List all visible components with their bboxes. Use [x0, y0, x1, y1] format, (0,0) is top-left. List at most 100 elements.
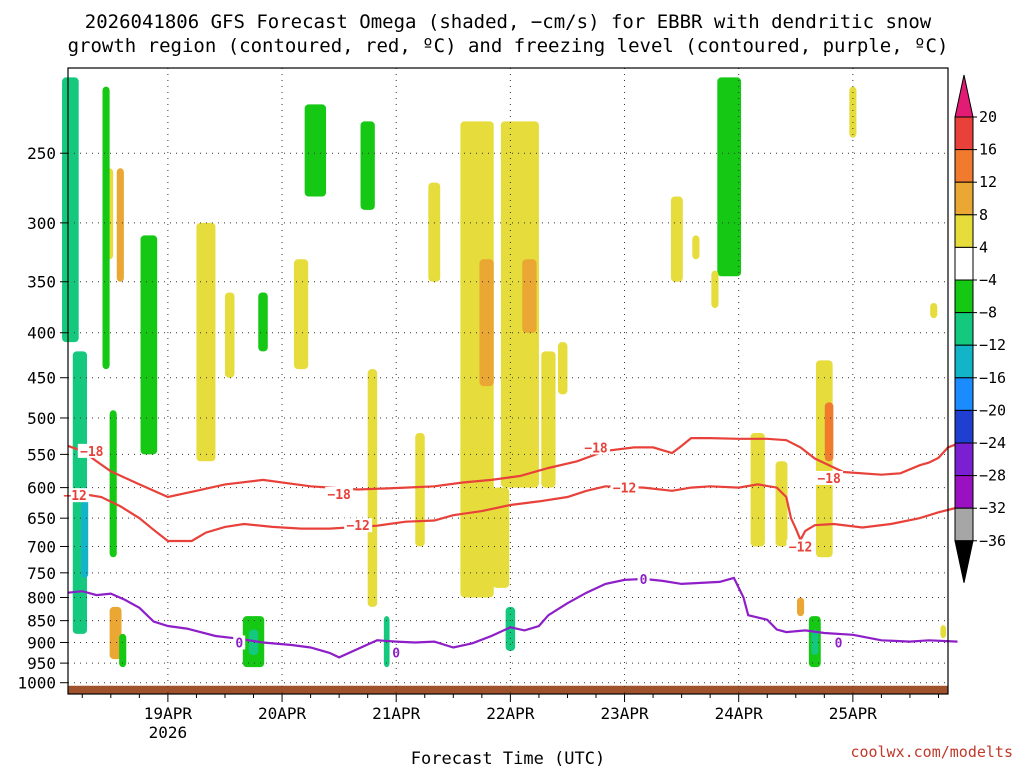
omega-region — [930, 302, 938, 319]
credit-text: coolwx.com/modelts — [850, 743, 1013, 761]
omega-region — [717, 77, 742, 277]
contour-label: −18 — [80, 445, 104, 460]
omega-region — [670, 196, 683, 282]
colorbar-swatch — [954, 344, 974, 379]
colorbar-label: 4 — [979, 238, 988, 256]
contour-label: −18 — [327, 488, 351, 503]
omega-region — [293, 259, 309, 370]
omega-region — [541, 351, 556, 488]
y-tick-label: 1000 — [17, 674, 56, 693]
contour-label: −12 — [789, 540, 812, 555]
omega-region — [116, 168, 124, 282]
colorbar-label: −4 — [979, 271, 997, 289]
colorbar-label: 8 — [979, 206, 988, 224]
y-tick-label: 300 — [27, 214, 56, 233]
y-tick-label: 850 — [27, 612, 56, 631]
colorbar-label: −32 — [979, 499, 1006, 517]
omega-region — [711, 270, 719, 309]
dendritic-contour-12 — [67, 483, 958, 543]
x-tick-label: 22APR — [486, 704, 535, 723]
colorbar: 20 16 12 8 4 −4 −8 −12 −16 −20 −24 −28 −32 −36 — [954, 74, 1006, 583]
omega-region — [224, 292, 235, 378]
omega-region — [811, 629, 819, 655]
omega-region — [522, 259, 537, 333]
y-tick-label: 600 — [27, 479, 56, 498]
y-tick-label: 650 — [27, 509, 56, 528]
colorbar-swatch — [954, 442, 974, 477]
contour-label-background — [344, 518, 373, 533]
x-tick-label: 23APR — [600, 704, 649, 723]
colorbar-top-arrow — [954, 74, 974, 118]
colorbar-label: 12 — [979, 173, 997, 191]
dendritic-contour-18 — [67, 437, 958, 499]
omega-region — [940, 625, 947, 639]
x-tick-label: 20APR — [258, 704, 307, 723]
colorbar-label: −8 — [979, 304, 997, 322]
omega-region — [119, 633, 127, 668]
contour-label-background — [325, 486, 354, 501]
y-tick-label: 450 — [27, 369, 56, 388]
omega-region — [775, 461, 788, 547]
omega-region — [62, 77, 79, 343]
contour-label-background — [233, 635, 246, 650]
colorbar-swatch — [954, 312, 974, 346]
colorbar-swatch — [954, 181, 974, 216]
colorbar-swatch — [954, 214, 974, 248]
contour-label-background — [832, 635, 845, 650]
contour-label-background — [610, 480, 639, 495]
colorbar-label: 20 — [979, 108, 997, 126]
colorbar-swatch — [954, 149, 974, 183]
y-tick-label: 250 — [27, 144, 56, 163]
contour-label: −12 — [63, 489, 86, 504]
plot-frame — [67, 67, 949, 695]
x-tick-label: 24APR — [715, 704, 764, 723]
x-tick-label: 25APR — [829, 704, 878, 723]
omega-region — [140, 235, 158, 455]
omega-region — [492, 487, 510, 588]
omega-region — [460, 121, 494, 598]
colorbar-bottom-arrow — [954, 540, 974, 583]
x-tick-label: 21APR — [372, 704, 421, 723]
colorbar-label: −20 — [979, 401, 1006, 419]
contour-label: −18 — [584, 441, 608, 456]
colorbar-label: −28 — [979, 467, 1006, 485]
omega-region — [102, 86, 110, 370]
omega-region — [750, 432, 765, 547]
contour-label: −12 — [613, 482, 636, 497]
colorbar-label: −12 — [979, 336, 1006, 354]
omega-region — [796, 597, 805, 617]
omega-region — [428, 182, 441, 282]
colorbar-swatch — [954, 507, 974, 542]
colorbar-swatch — [954, 116, 974, 151]
contour-label: 0 — [392, 647, 400, 662]
y-tick-label: 350 — [27, 273, 56, 292]
omega-region — [248, 629, 259, 655]
contour-label-background — [77, 443, 106, 458]
colorbar-swatch — [954, 409, 974, 444]
contour-label: 0 — [235, 636, 243, 651]
y-axis: 250 300 350 400 450 500 550 600 650 700 750 800 850 9… — [17, 144, 68, 693]
contour-label: −12 — [346, 519, 369, 534]
omega-region — [304, 104, 327, 197]
x-axis-title: Forecast Time (UTC) — [411, 749, 605, 768]
plot-area: −18 −18 −18 −18 −12 −12 −12 −12 0 0 0 0 — [61, 67, 958, 695]
omega-region — [109, 410, 117, 558]
contour-label-background — [390, 645, 403, 660]
chart-title-line-2: growth region (contoured, red, ºC) and f… — [68, 35, 949, 57]
omega-region — [505, 606, 516, 651]
colorbar-label: 16 — [979, 141, 997, 159]
colorbar-label: −24 — [979, 434, 1006, 452]
y-tick-label: 400 — [27, 324, 56, 343]
omega-region — [557, 342, 568, 395]
omega-region — [824, 402, 834, 462]
contour-label-background — [637, 571, 650, 586]
colorbar-label: −36 — [979, 532, 1006, 550]
omega-region — [849, 86, 857, 138]
y-tick-label: 550 — [27, 445, 56, 464]
y-tick-label: 500 — [27, 409, 56, 428]
colorbar-swatch — [954, 475, 974, 509]
omega-region — [479, 259, 494, 387]
omega-region — [360, 121, 375, 210]
